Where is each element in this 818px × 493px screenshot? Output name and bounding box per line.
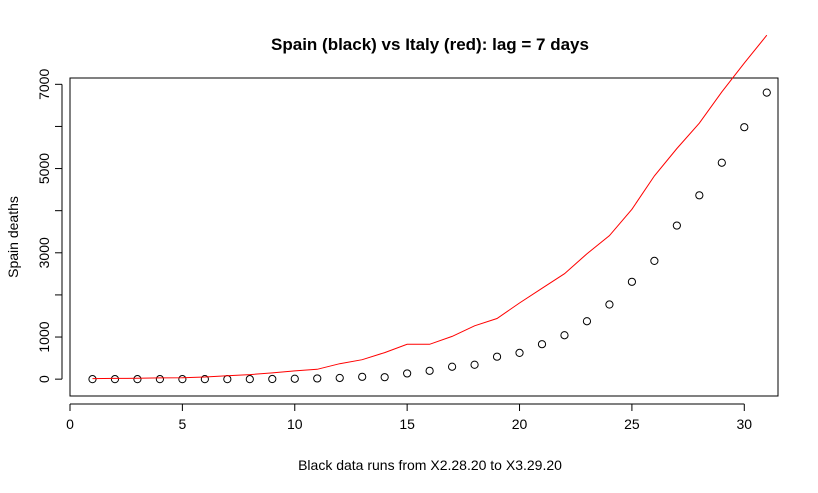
spain-data-point <box>447 362 457 371</box>
y-tick-label: 7000 <box>36 69 52 100</box>
x-tick-label: 25 <box>624 416 640 432</box>
spain-data-point <box>762 88 771 97</box>
spain-data-point <box>740 123 749 132</box>
spain-data-point <box>537 340 547 349</box>
x-tick-label: 5 <box>178 416 186 432</box>
spain-data-point <box>515 348 524 358</box>
spain-data-point <box>470 360 479 369</box>
x-tick-label: 0 <box>66 416 74 432</box>
y-tick-label: 5000 <box>36 153 52 184</box>
spain-data-point <box>492 352 502 361</box>
spain-data-point <box>223 375 232 384</box>
y-axis-label: Spain deaths <box>5 196 21 278</box>
spain-data-point <box>672 221 681 230</box>
spain-data-point <box>110 375 120 384</box>
y-axis: 0 1000 3000 5000 7000 <box>36 69 63 383</box>
spain-data-point <box>695 191 704 200</box>
x-tick-label: 15 <box>399 416 415 432</box>
italy-series-line <box>92 34 768 380</box>
spain-data-point <box>313 374 322 383</box>
spain-data-point <box>650 256 659 265</box>
spain-data-point <box>425 366 434 375</box>
spain-data-point <box>268 374 277 384</box>
spain-data-point <box>155 375 165 384</box>
x-axis-label: Black data runs from X2.28.20 to X3.29.2… <box>298 457 562 473</box>
spain-data-point <box>717 158 726 167</box>
spain-data-point <box>605 300 614 309</box>
chart-title: Spain (black) vs Italy (red): lag = 7 da… <box>271 35 589 54</box>
spain-data-point <box>380 373 389 382</box>
spain-data-point <box>358 372 367 381</box>
spain-data-point <box>290 374 299 383</box>
spain-data-point <box>335 373 344 383</box>
plot-frame <box>69 77 779 397</box>
spain-data-point <box>582 317 592 326</box>
x-tick-label: 30 <box>736 416 752 432</box>
spain-data-point <box>560 331 569 340</box>
spain-data-point <box>245 375 254 384</box>
x-tick-label: 20 <box>512 416 528 432</box>
y-tick-label: 1000 <box>36 321 52 352</box>
x-axis: 0 5 10 15 20 25 30 <box>66 403 752 432</box>
spain-data-point <box>178 375 187 384</box>
y-tick-label: 3000 <box>36 237 52 268</box>
x-tick-label: 10 <box>287 416 303 432</box>
spain-data-point <box>403 369 412 378</box>
spain-data-point <box>88 375 97 384</box>
spain-data-point <box>627 277 637 286</box>
series-layer <box>88 34 771 384</box>
y-tick-label: 0 <box>36 375 52 383</box>
spain-data-point <box>200 375 209 384</box>
spain-data-point <box>133 375 142 384</box>
